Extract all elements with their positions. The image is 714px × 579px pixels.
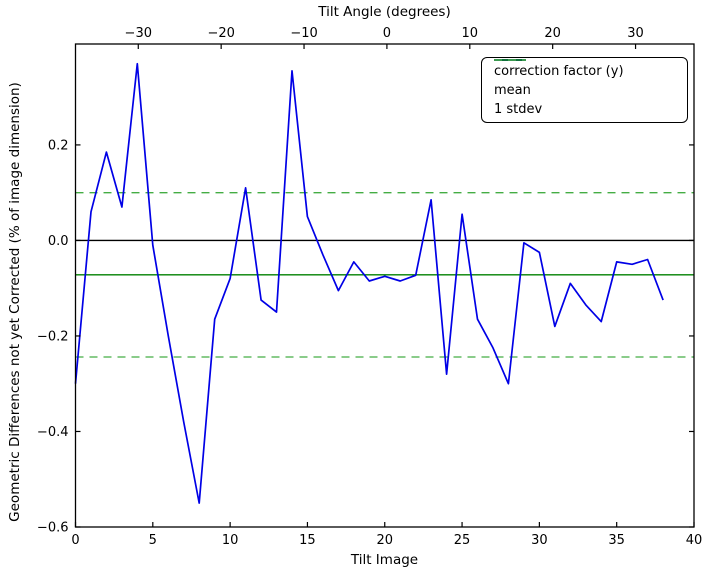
legend-entry-correction-factor: correction factor (y) bbox=[482, 59, 687, 81]
x-tick-label: 20 bbox=[376, 533, 393, 548]
x-tick-label: 0 bbox=[71, 533, 79, 548]
top-tick-label: 10 bbox=[462, 26, 479, 41]
x-axis-label: Tilt Image bbox=[350, 552, 419, 568]
top-axis-label: Tilt Angle (degrees) bbox=[318, 4, 451, 20]
x-tick-label: 5 bbox=[149, 533, 157, 548]
top-tick-label: −20 bbox=[207, 26, 234, 41]
y-tick-label: −0.2 bbox=[37, 329, 69, 344]
top-tick-label: 20 bbox=[544, 26, 561, 41]
x-tick-label: 30 bbox=[531, 533, 548, 548]
x-tick-label: 10 bbox=[222, 533, 239, 548]
legend-label-correction-factor: correction factor (y) bbox=[494, 64, 624, 79]
legend-entry-mean: mean bbox=[482, 59, 687, 100]
y-tick-label: −0.4 bbox=[37, 425, 69, 440]
top-tick-label: −10 bbox=[290, 26, 317, 41]
top-tick-label: −30 bbox=[125, 26, 152, 41]
legend-label-stdev: 1 stdev bbox=[494, 102, 543, 117]
top-tick-label: 30 bbox=[627, 26, 644, 41]
legend-entry-stdev: 1 stdev bbox=[482, 59, 687, 119]
top-tick-label: 0 bbox=[383, 26, 391, 41]
x-tick-label: 35 bbox=[608, 533, 625, 548]
x-tick-label: 15 bbox=[299, 533, 316, 548]
y-tick-label: −0.6 bbox=[37, 521, 69, 536]
legend-box: correction factor (y) mean 1 stdev bbox=[481, 57, 688, 123]
correction-factor-line bbox=[74, 62, 664, 504]
legend-label-mean: mean bbox=[494, 83, 531, 98]
x-tick-label: 25 bbox=[454, 533, 471, 548]
y-tick-label: 0.0 bbox=[48, 234, 69, 249]
y-tick-label: 0.2 bbox=[48, 138, 69, 153]
x-tick-label: 40 bbox=[686, 533, 703, 548]
legend-sample-stdev-line bbox=[494, 59, 526, 61]
y-axis-label: Geometric Differences not yet Corrected … bbox=[7, 82, 23, 522]
